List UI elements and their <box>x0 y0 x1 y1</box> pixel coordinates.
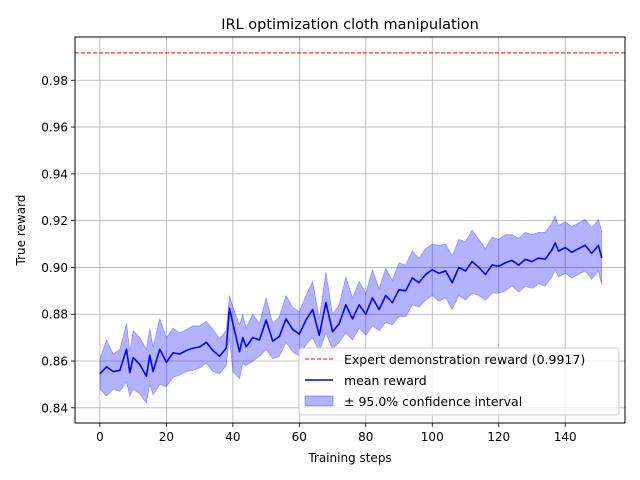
x-tick-label: 20 <box>159 430 174 444</box>
y-tick-label: 0.84 <box>41 401 68 415</box>
y-tick-label: 0.92 <box>41 214 68 228</box>
y-tick-label: 0.90 <box>41 261 68 275</box>
y-axis-label: True reward <box>14 195 28 267</box>
mean-reward-line <box>99 242 603 378</box>
grid <box>75 37 625 423</box>
y-tick-label: 0.88 <box>41 308 68 322</box>
x-tick-label: 120 <box>487 430 510 444</box>
x-axis-label: Training steps <box>307 451 391 465</box>
series-lines <box>99 242 603 378</box>
confidence-band <box>99 214 603 405</box>
x-tick-label: 80 <box>358 430 373 444</box>
x-tick-label: 60 <box>292 430 307 444</box>
confidence-band-area <box>99 214 603 405</box>
legend-marker-confidence <box>304 395 334 407</box>
legend: Expert demonstration reward (0.9917) mea… <box>298 347 620 416</box>
y-ticks: 0.84 0.86 0.88 0.90 0.92 0.94 0.96 0.98 <box>41 74 75 415</box>
legend-label-reference: Expert demonstration reward (0.9917) <box>344 352 585 367</box>
y-tick-label: 0.96 <box>41 121 68 135</box>
legend-label-mean: mean reward <box>344 373 427 388</box>
x-tick-label: 100 <box>421 430 444 444</box>
plot-frame <box>74 36 626 424</box>
chart-title: IRL optimization cloth manipulation <box>221 17 479 33</box>
legend-box <box>298 347 620 416</box>
y-tick-label: 0.98 <box>41 74 68 88</box>
y-tick-label: 0.86 <box>41 355 68 369</box>
x-tick-label: 0 <box>96 430 104 444</box>
legend-label-confidence: ± 95.0% confidence interval <box>344 394 522 409</box>
x-tick-label: 140 <box>554 430 577 444</box>
x-tick-label: 40 <box>225 430 240 444</box>
x-ticks: 0 20 40 60 80 100 120 140 <box>96 423 577 444</box>
y-tick-label: 0.94 <box>41 167 68 181</box>
